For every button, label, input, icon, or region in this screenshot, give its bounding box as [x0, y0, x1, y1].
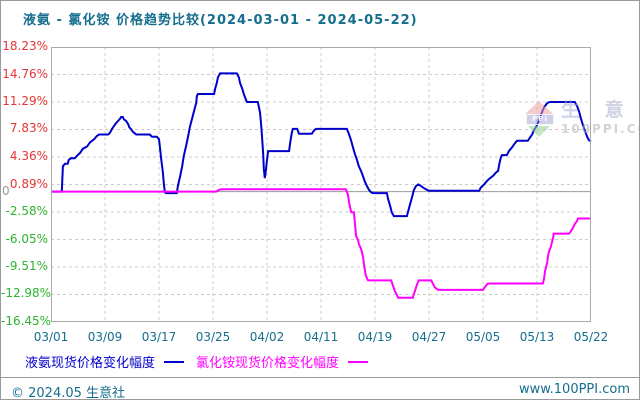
legend-label-ammonia: 液氨现货价格变化幅度 [25, 356, 156, 371]
y-tick-label: 7.83% [9, 121, 48, 136]
watermark-site-text: 100PPI.COM [561, 122, 639, 136]
chart-canvas [51, 47, 592, 322]
watermark-brand-text: 生 意 社 [561, 99, 639, 121]
series-line-ammonia [51, 72, 592, 218]
y-tick-label: 14.76% [2, 66, 48, 81]
y-tick-label: -6.05% [5, 231, 48, 246]
x-tick-label: 03/09 [87, 330, 123, 344]
chart-title: 液氨 - 氯化铵 价格趋势比较(2024-03-01 - 2024-05-22) [23, 13, 418, 28]
y-tick-label: -9.51% [5, 258, 48, 273]
watermark: PPI 生 意 社 100PPI.COM [524, 99, 639, 137]
legend: 液氨现货价格变化幅度 氯化铵现货价格变化幅度 [25, 352, 380, 371]
legend-line-ammonia [164, 360, 185, 363]
x-tick-label: 03/17 [141, 330, 177, 344]
x-tick-label: 04/19 [357, 330, 393, 344]
y-tick-label: 4.36% [9, 148, 48, 163]
y-tick-label: 0.89% [9, 176, 48, 191]
y-axis-zero-label: 0 [2, 184, 10, 198]
footer-divider [1, 377, 639, 378]
y-tick-label: -16.45% [1, 314, 52, 328]
x-tick-label: 04/27 [411, 330, 447, 344]
x-tick-label: 05/22 [573, 330, 609, 344]
series-line-ammonium-chloride [51, 188, 591, 299]
footer-site-link[interactable]: www.100PPI.com [518, 382, 630, 397]
sunsirs-logo-icon: PPI [524, 101, 554, 137]
y-tick-label: 11.29% [2, 94, 48, 109]
x-tick-label: 05/13 [519, 330, 555, 344]
legend-label-ammonium-chloride: 氯化铵现货价格变化幅度 [196, 356, 340, 371]
y-tick-label: 18.23% [2, 39, 48, 53]
x-tick-label: 05/05 [465, 330, 501, 344]
x-tick-label: 03/01 [33, 330, 69, 344]
y-tick-label: -2.58% [5, 204, 48, 219]
x-tick-label: 03/25 [195, 330, 231, 344]
y-tick-label: -12.98% [1, 286, 52, 301]
legend-line-ammonium-chloride [348, 360, 369, 363]
x-tick-label: 04/11 [303, 330, 339, 344]
logo-top-triangle [525, 101, 553, 114]
x-tick-label: 04/02 [249, 330, 285, 344]
footer-copyright: © 2024.05 生意社 [11, 386, 126, 400]
plot-border [51, 47, 591, 322]
logo-bottom-triangle [528, 126, 550, 137]
plot-area: PPI 生 意 社 100PPI.COM [51, 47, 639, 322]
logo-ppi-box: PPI [526, 114, 554, 125]
